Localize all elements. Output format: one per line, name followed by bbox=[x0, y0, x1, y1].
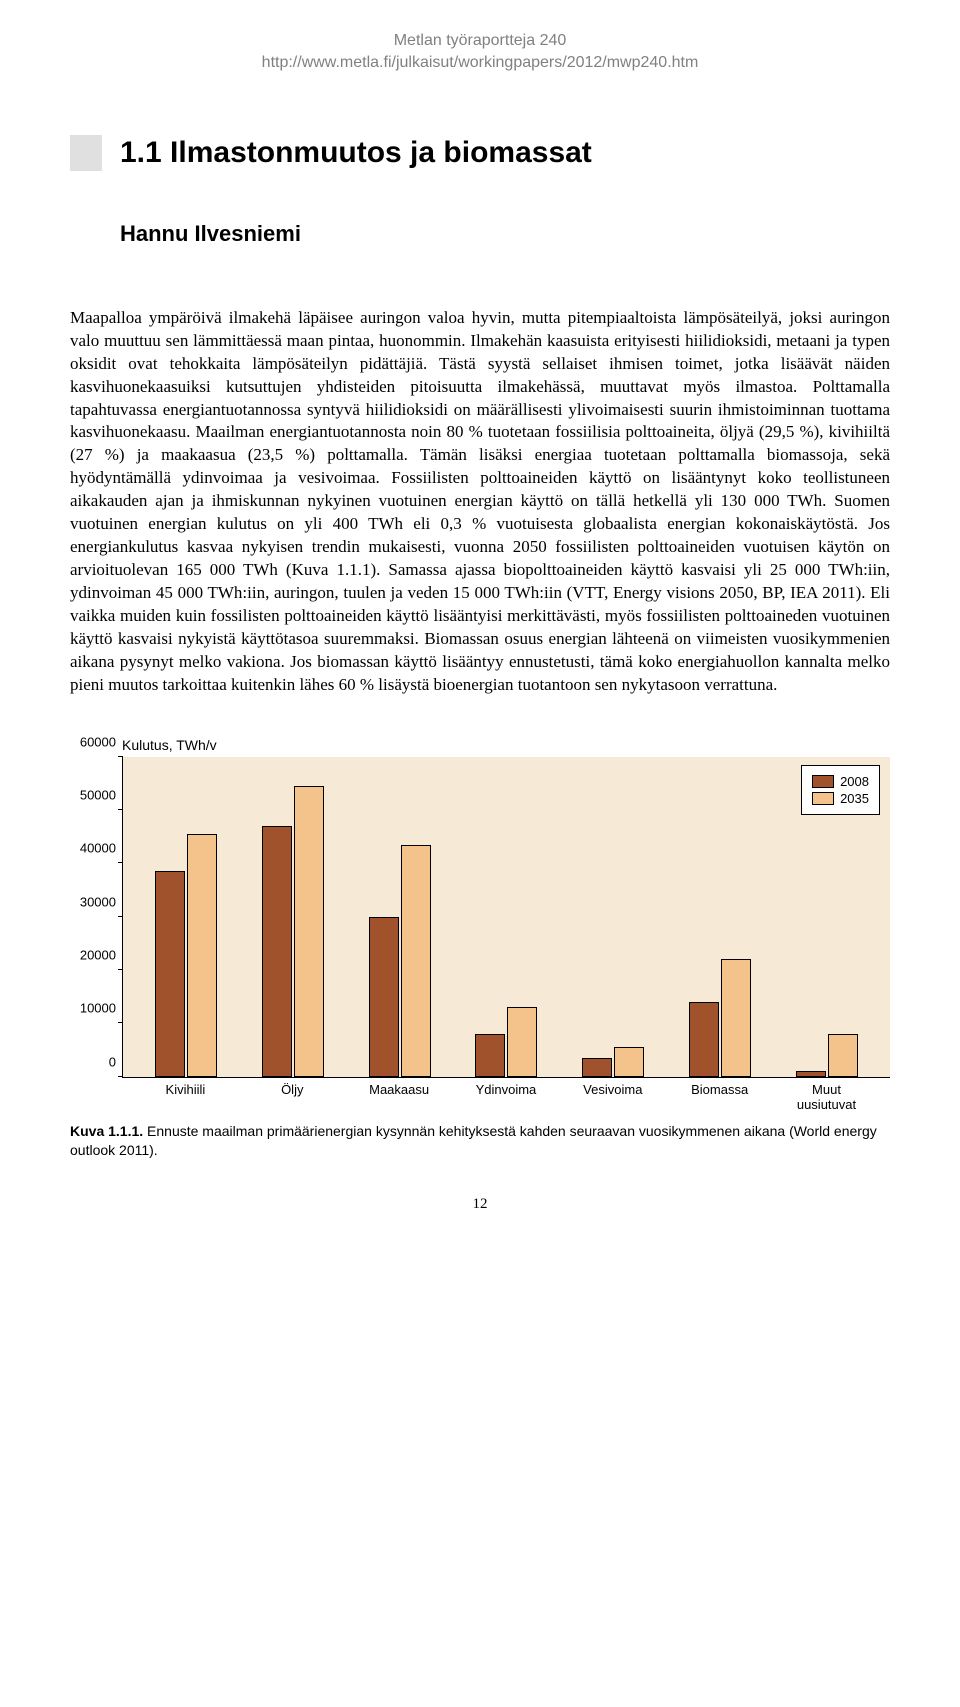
x-label: Öljy bbox=[257, 1082, 327, 1112]
legend-label-2035: 2035 bbox=[840, 791, 869, 806]
y-tick-label: 40000 bbox=[80, 841, 116, 856]
section-number-box bbox=[70, 135, 102, 171]
body-paragraph: Maapalloa ympäröivä ilmakehä läpäisee au… bbox=[70, 307, 890, 697]
y-tick-label: 0 bbox=[109, 1054, 116, 1069]
bar bbox=[721, 959, 751, 1076]
chart-plot: 2008 2035 bbox=[122, 757, 890, 1078]
y-tick-mark bbox=[118, 809, 123, 810]
bar-group bbox=[151, 834, 221, 1077]
bar-group bbox=[578, 1047, 648, 1076]
y-tick-mark bbox=[118, 862, 123, 863]
bar bbox=[155, 871, 185, 1076]
running-header: Metlan työraportteja 240 http://www.metl… bbox=[70, 30, 890, 75]
y-tick-label: 10000 bbox=[80, 1001, 116, 1016]
bar bbox=[796, 1071, 826, 1076]
bar bbox=[507, 1007, 537, 1076]
bar-group bbox=[471, 1007, 541, 1076]
author-name: Hannu Ilvesniemi bbox=[120, 221, 890, 247]
section-heading-row: 1.1 Ilmastonmuutos ja biomassat bbox=[70, 135, 890, 171]
y-tick-label: 20000 bbox=[80, 948, 116, 963]
section-title: 1.1 Ilmastonmuutos ja biomassat bbox=[120, 136, 592, 170]
legend-row-2008: 2008 bbox=[812, 774, 869, 789]
page: Metlan työraportteja 240 http://www.metl… bbox=[0, 0, 960, 1253]
bar bbox=[294, 786, 324, 1077]
bar bbox=[369, 917, 399, 1077]
y-tick-label: 30000 bbox=[80, 894, 116, 909]
bar-group bbox=[365, 845, 435, 1077]
bar-group bbox=[685, 959, 755, 1076]
y-tick-mark bbox=[118, 1022, 123, 1023]
y-tick-label: 50000 bbox=[80, 788, 116, 803]
chart-y-title: Kulutus, TWh/v bbox=[122, 737, 890, 753]
caption-bold: Kuva 1.1.1. bbox=[70, 1123, 143, 1139]
x-label: Maakaasu bbox=[364, 1082, 434, 1112]
bar bbox=[582, 1058, 612, 1077]
caption-text: Ennuste maailman primäärienergian kysynn… bbox=[70, 1123, 877, 1158]
x-label: Ydinvoima bbox=[471, 1082, 541, 1112]
bar bbox=[187, 834, 217, 1077]
header-line-2: http://www.metla.fi/julkaisut/workingpap… bbox=[70, 52, 890, 74]
y-tick-mark bbox=[118, 916, 123, 917]
x-label: Biomassa bbox=[685, 1082, 755, 1112]
header-line-1: Metlan työraportteja 240 bbox=[70, 30, 890, 52]
bar-group bbox=[258, 786, 328, 1077]
bar bbox=[828, 1034, 858, 1077]
chart-bars bbox=[123, 757, 890, 1077]
bar bbox=[475, 1034, 505, 1077]
bar bbox=[614, 1047, 644, 1076]
y-tick-mark bbox=[118, 1076, 123, 1077]
figure-caption: Kuva 1.1.1. Ennuste maailman primääriene… bbox=[70, 1122, 890, 1160]
chart-y-axis: 0100002000030000400005000060000 bbox=[70, 757, 122, 1077]
x-label: Kivihiili bbox=[150, 1082, 220, 1112]
legend-swatch-2008 bbox=[812, 775, 834, 788]
legend-row-2035: 2035 bbox=[812, 791, 869, 806]
page-number: 12 bbox=[70, 1196, 890, 1213]
legend-label-2008: 2008 bbox=[840, 774, 869, 789]
bar bbox=[689, 1002, 719, 1077]
bar bbox=[262, 826, 292, 1077]
x-label: Muut uusiutuvat bbox=[791, 1082, 861, 1112]
x-label: Vesivoima bbox=[578, 1082, 648, 1112]
bar-group bbox=[792, 1034, 862, 1077]
chart-container: Kulutus, TWh/v 0 10000 20000 30000 40000 5000… bbox=[70, 737, 890, 1112]
bar bbox=[401, 845, 431, 1077]
y-tick-label: 60000 bbox=[80, 734, 116, 749]
chart-x-labels: Kivihiili Öljy Maakaasu Ydinvoima Vesivoima B… bbox=[122, 1078, 890, 1112]
y-tick-mark bbox=[118, 969, 123, 970]
chart-area: 0100002000030000400005000060000 2008 203… bbox=[70, 757, 890, 1078]
y-tick-mark bbox=[118, 756, 123, 757]
legend-swatch-2035 bbox=[812, 792, 834, 805]
chart-legend: 2008 2035 bbox=[801, 765, 880, 815]
